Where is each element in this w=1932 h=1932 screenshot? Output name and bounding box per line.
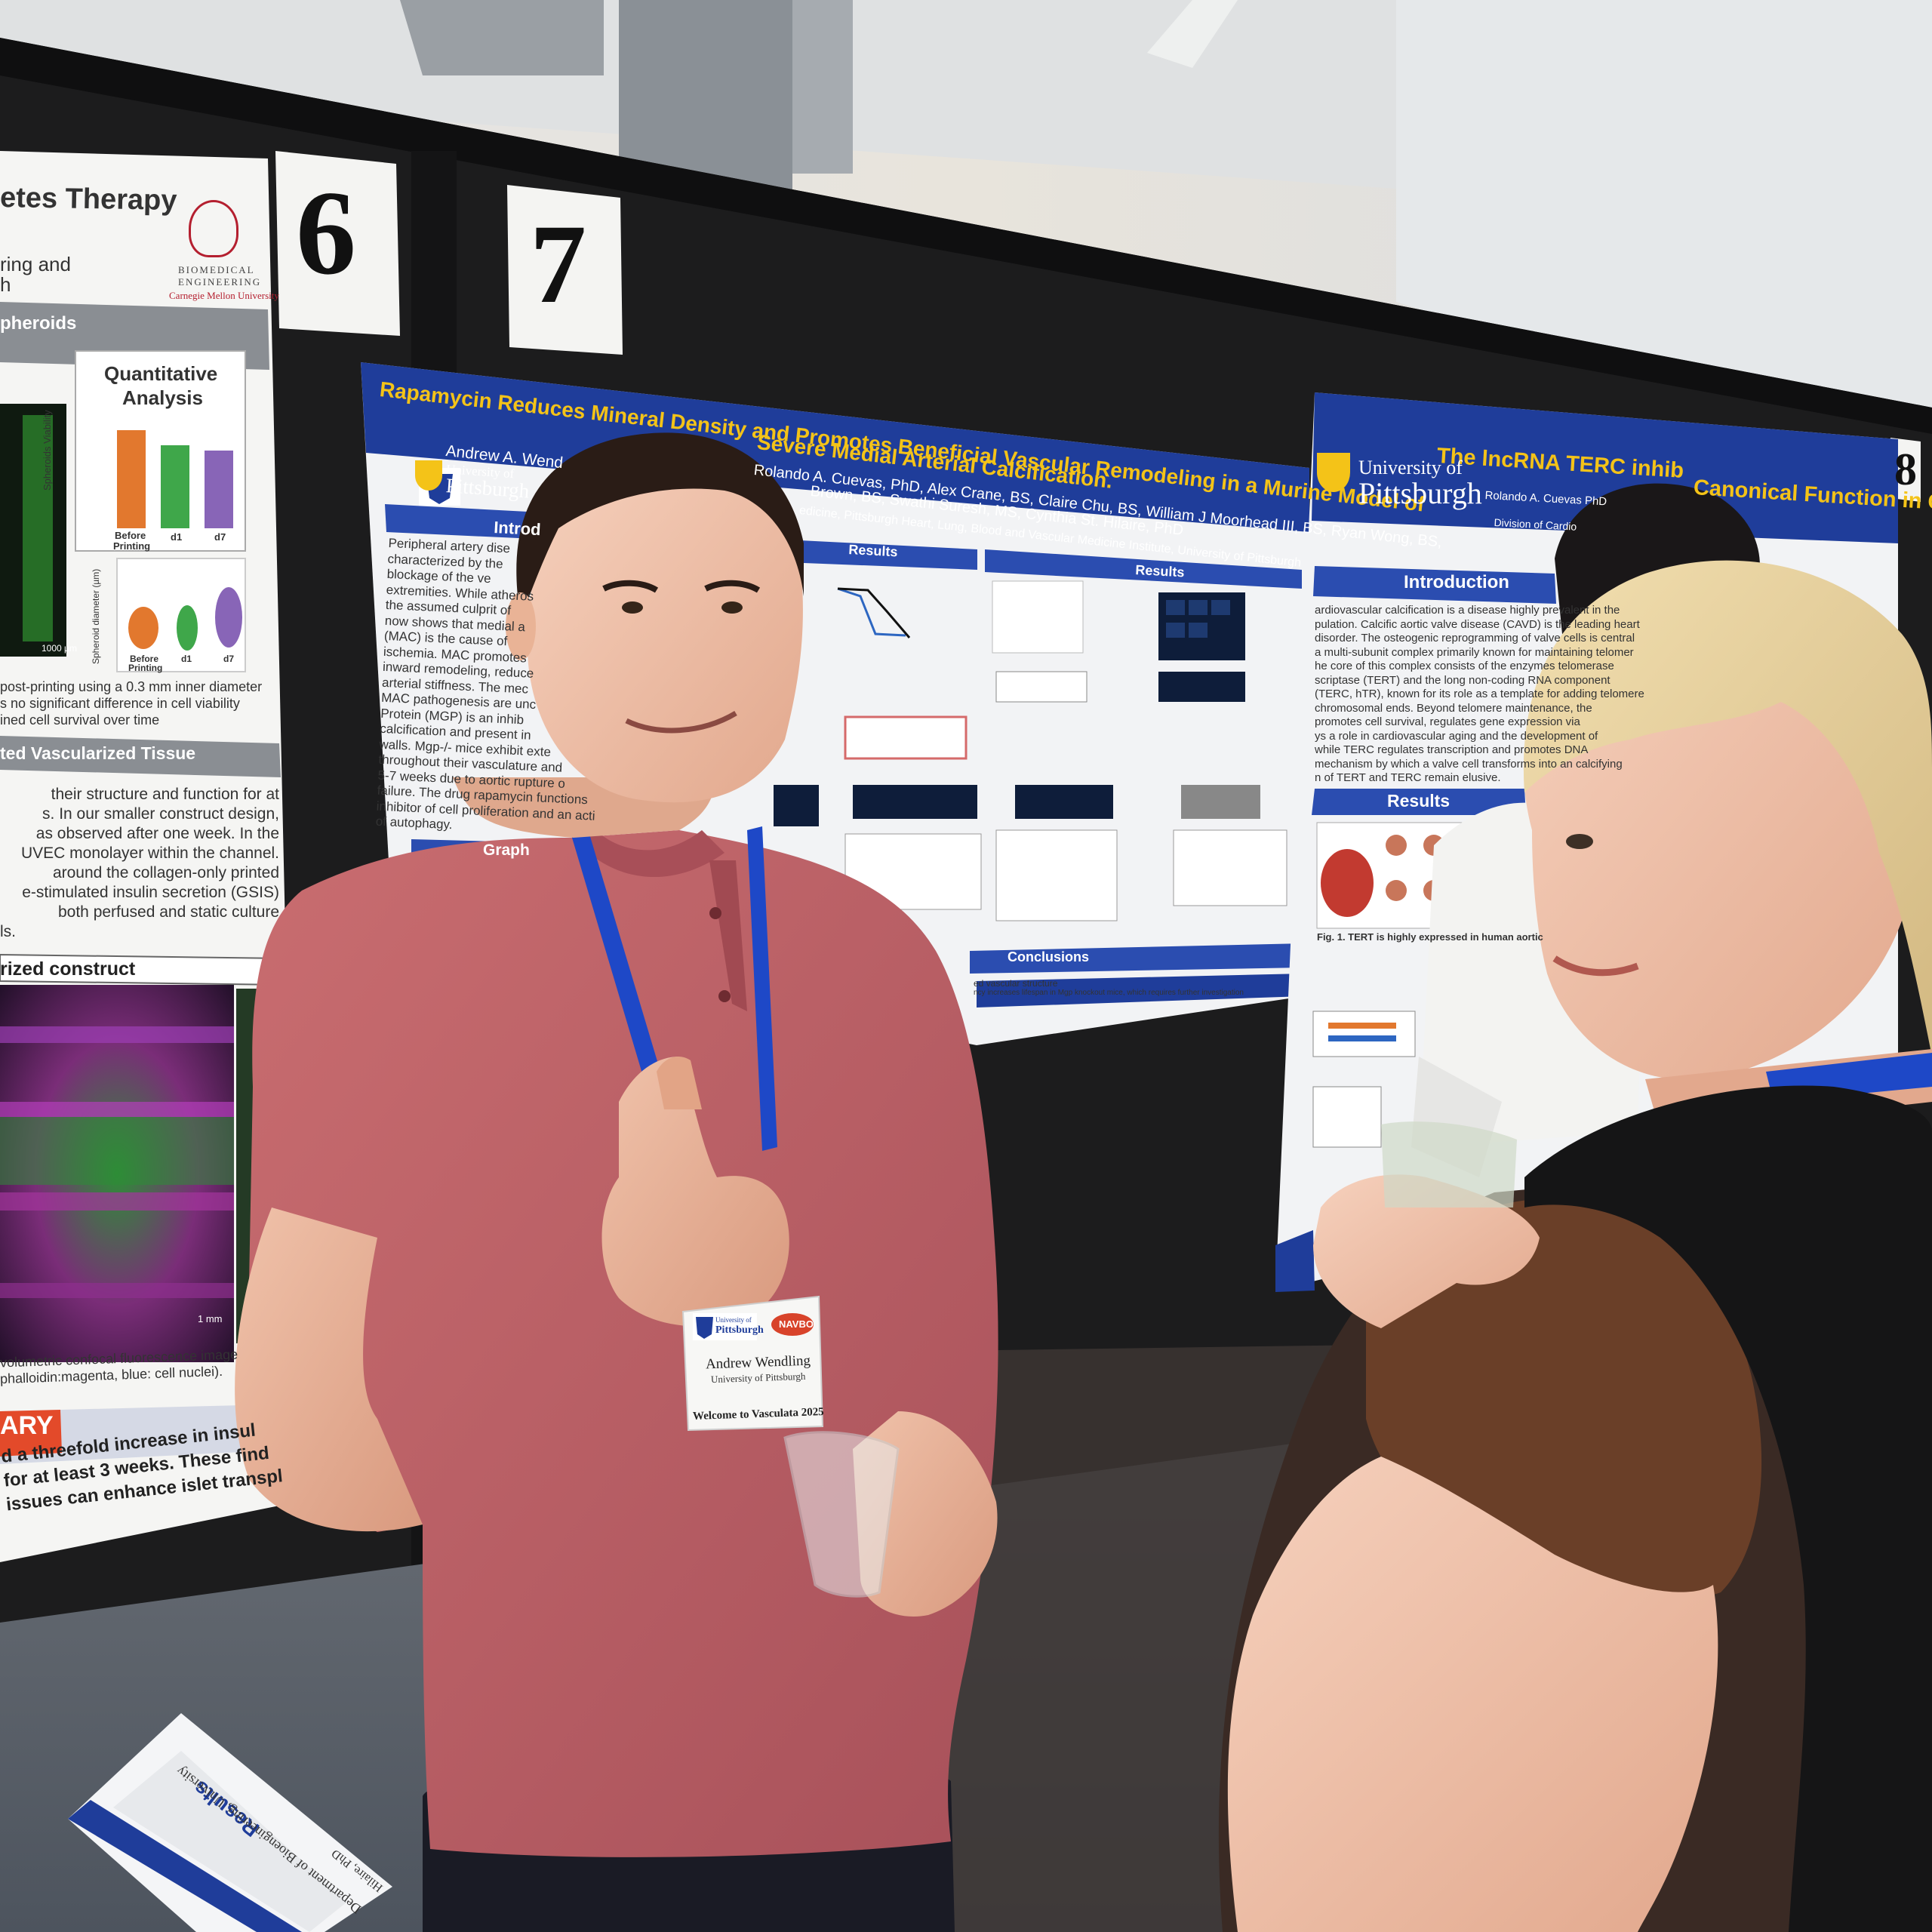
number-six: 6 xyxy=(296,165,356,300)
badge-logo-line1: University of xyxy=(715,1316,752,1324)
left-body-l8: ls. xyxy=(0,923,16,940)
presenter-man xyxy=(235,432,998,1932)
pitt-shield-icon xyxy=(415,460,442,491)
bar-label-d7: d7 xyxy=(214,531,226,543)
center-intro-body: Peripheral artery dise characterized by … xyxy=(375,536,607,839)
left-section-construct: rized construct xyxy=(0,958,136,980)
right-intro-l11: while TERC regulates transcription and p… xyxy=(1315,743,1589,756)
quant-title-1: Quantitative xyxy=(104,362,218,385)
right-intro-l2: pulation. Calcific aortic valve disease … xyxy=(1315,617,1640,631)
bar-label-printing: Printing xyxy=(113,540,151,552)
center-section-results-1: Results xyxy=(848,542,898,560)
blonde-hair xyxy=(1523,560,1932,1057)
ylabel-viability: Spheroids Viability xyxy=(42,410,53,491)
center-section-results-2: Results xyxy=(1134,562,1185,580)
left-body-l6: e-stimulated insulin secretion (GSIS) xyxy=(22,884,279,901)
woman-arm xyxy=(1227,1457,1718,1932)
right-intro-l13: n of TERT and TERC remain elusive. xyxy=(1315,771,1501,784)
center-conclusion-l1: ed vascular structure xyxy=(974,978,1058,989)
right-pitt-shield-icon xyxy=(1317,453,1350,492)
hair xyxy=(516,432,804,619)
left-arm xyxy=(235,1208,423,1532)
bar-d1 xyxy=(161,445,189,528)
plastic-cup xyxy=(783,1431,900,1598)
violin-label-d7: d7 xyxy=(223,654,235,664)
left-body-l7: both perfused and static culture xyxy=(57,903,279,921)
thumbs-up-hand xyxy=(601,1057,789,1327)
left-body-l4: UVEC monolayer within the channel. xyxy=(20,844,279,862)
violin-label-before: Before xyxy=(130,654,159,664)
right-intro-l8: chromosomal ends. Beyond telomere mainte… xyxy=(1315,701,1592,715)
right-intro-l3: disorder. The osteogenic reprogramming o… xyxy=(1315,632,1635,645)
right-fig-caption: Fig. 1. TERT is highly expressed in huma… xyxy=(1317,931,1543,943)
woman-hand xyxy=(1313,1174,1540,1328)
bar-label-d1: d1 xyxy=(171,531,183,543)
left-caption1-l2: s no significant difference in cell viab… xyxy=(0,696,240,711)
green-drink-cup xyxy=(1381,1121,1517,1208)
scale-bar-label-1: 1000 µm xyxy=(42,643,77,654)
violin-label-d1: d1 xyxy=(181,654,192,664)
center-conclusion-l2: ncy increases lifespan in Mgp knockout m… xyxy=(974,989,1244,997)
left-body-l3: as observed after one week. In the xyxy=(35,825,279,842)
black-backpack xyxy=(1524,1085,1932,1932)
left-body-l5: around the collagen-only printed xyxy=(52,864,279,881)
right-section-results: Results xyxy=(1387,791,1451,811)
left-body-l1: their structure and function for at xyxy=(51,786,279,803)
violin-label-printing: Printing xyxy=(128,663,163,673)
left-logo-line2: ENGINEERING xyxy=(178,276,262,288)
right-section-intro: Introduction xyxy=(1404,572,1509,592)
badge-logo-right: NAVBO xyxy=(779,1318,814,1330)
badge-logo-line2: Pittsburgh xyxy=(715,1324,764,1336)
left-body-l2: s. In our smaller construct design, xyxy=(42,805,279,823)
pink-shirt xyxy=(249,830,998,1857)
scale-bar-label-2: 1 mm xyxy=(198,1313,223,1324)
right-logo-line1: University of xyxy=(1358,457,1463,478)
left-section-vascular: ted Vascularized Tissue xyxy=(0,743,196,763)
number-eight: 8 xyxy=(1894,445,1917,494)
center-section-intro: Introd xyxy=(493,518,542,540)
left-logo-line1: BIOMEDICAL xyxy=(178,264,255,275)
right-intro-body: ardiovascular calcification is a disease… xyxy=(1315,604,1644,786)
right-intro-l5: he core of this complex consists of the … xyxy=(1315,660,1614,672)
left-poster-subtitle-1: ring and xyxy=(0,253,71,275)
right-intro-l10: ys a role in cardiovascular aging and th… xyxy=(1315,729,1598,743)
right-intro-l4: a multi-subunit complex primarily known … xyxy=(1315,645,1634,659)
bar-d7 xyxy=(205,451,233,528)
number-seven: 7 xyxy=(530,202,586,327)
number-card-seven xyxy=(507,185,623,355)
bar-label-before: Before xyxy=(115,530,146,541)
right-logo-line2: Pittsburgh xyxy=(1358,476,1482,510)
right-intro-l6: scriptase (TERT) and the long non-coding… xyxy=(1315,673,1611,687)
right-intro-l9: promotes cell survival, regulates gene e… xyxy=(1315,715,1580,728)
right-intro-l7: (TERC, hTR), known for its role as a tem… xyxy=(1315,688,1644,700)
number-card-six xyxy=(275,151,400,336)
right-intro-l1: ardiovascular calcification is a disease… xyxy=(1315,604,1620,617)
cmu-logo-icon xyxy=(189,200,238,257)
ylabel-diameter: Spheroid diameter (µm) xyxy=(91,568,101,664)
center-section-conclusions: Conclusions xyxy=(1008,949,1090,964)
left-caption1-l3: ined cell survival over time xyxy=(0,712,160,728)
rolled-poster xyxy=(68,1713,392,1932)
bar-before-printing xyxy=(117,430,146,528)
left-body: their structure and function for at s. I… xyxy=(0,785,279,942)
center-section-graph: Graph xyxy=(483,841,530,859)
left-poster-title: etes Therapy xyxy=(0,181,177,217)
left-poster-subtitle-2: h xyxy=(0,273,11,296)
left-section-spheroids: pheroids xyxy=(0,313,77,334)
blonde-woman xyxy=(1218,560,1932,1932)
right-intro-l12: mechanism by which a valve cell transfor… xyxy=(1315,757,1623,771)
lanyard-right xyxy=(747,826,777,1151)
name-badge xyxy=(681,1295,824,1432)
left-logo-line3: Carnegie Mellon University xyxy=(169,290,279,301)
left-summary-heading: ARY xyxy=(0,1411,54,1440)
quant-title-2: Analysis xyxy=(122,386,203,409)
left-caption1-l1: post-printing using a 0.3 mm inner diame… xyxy=(0,679,263,694)
